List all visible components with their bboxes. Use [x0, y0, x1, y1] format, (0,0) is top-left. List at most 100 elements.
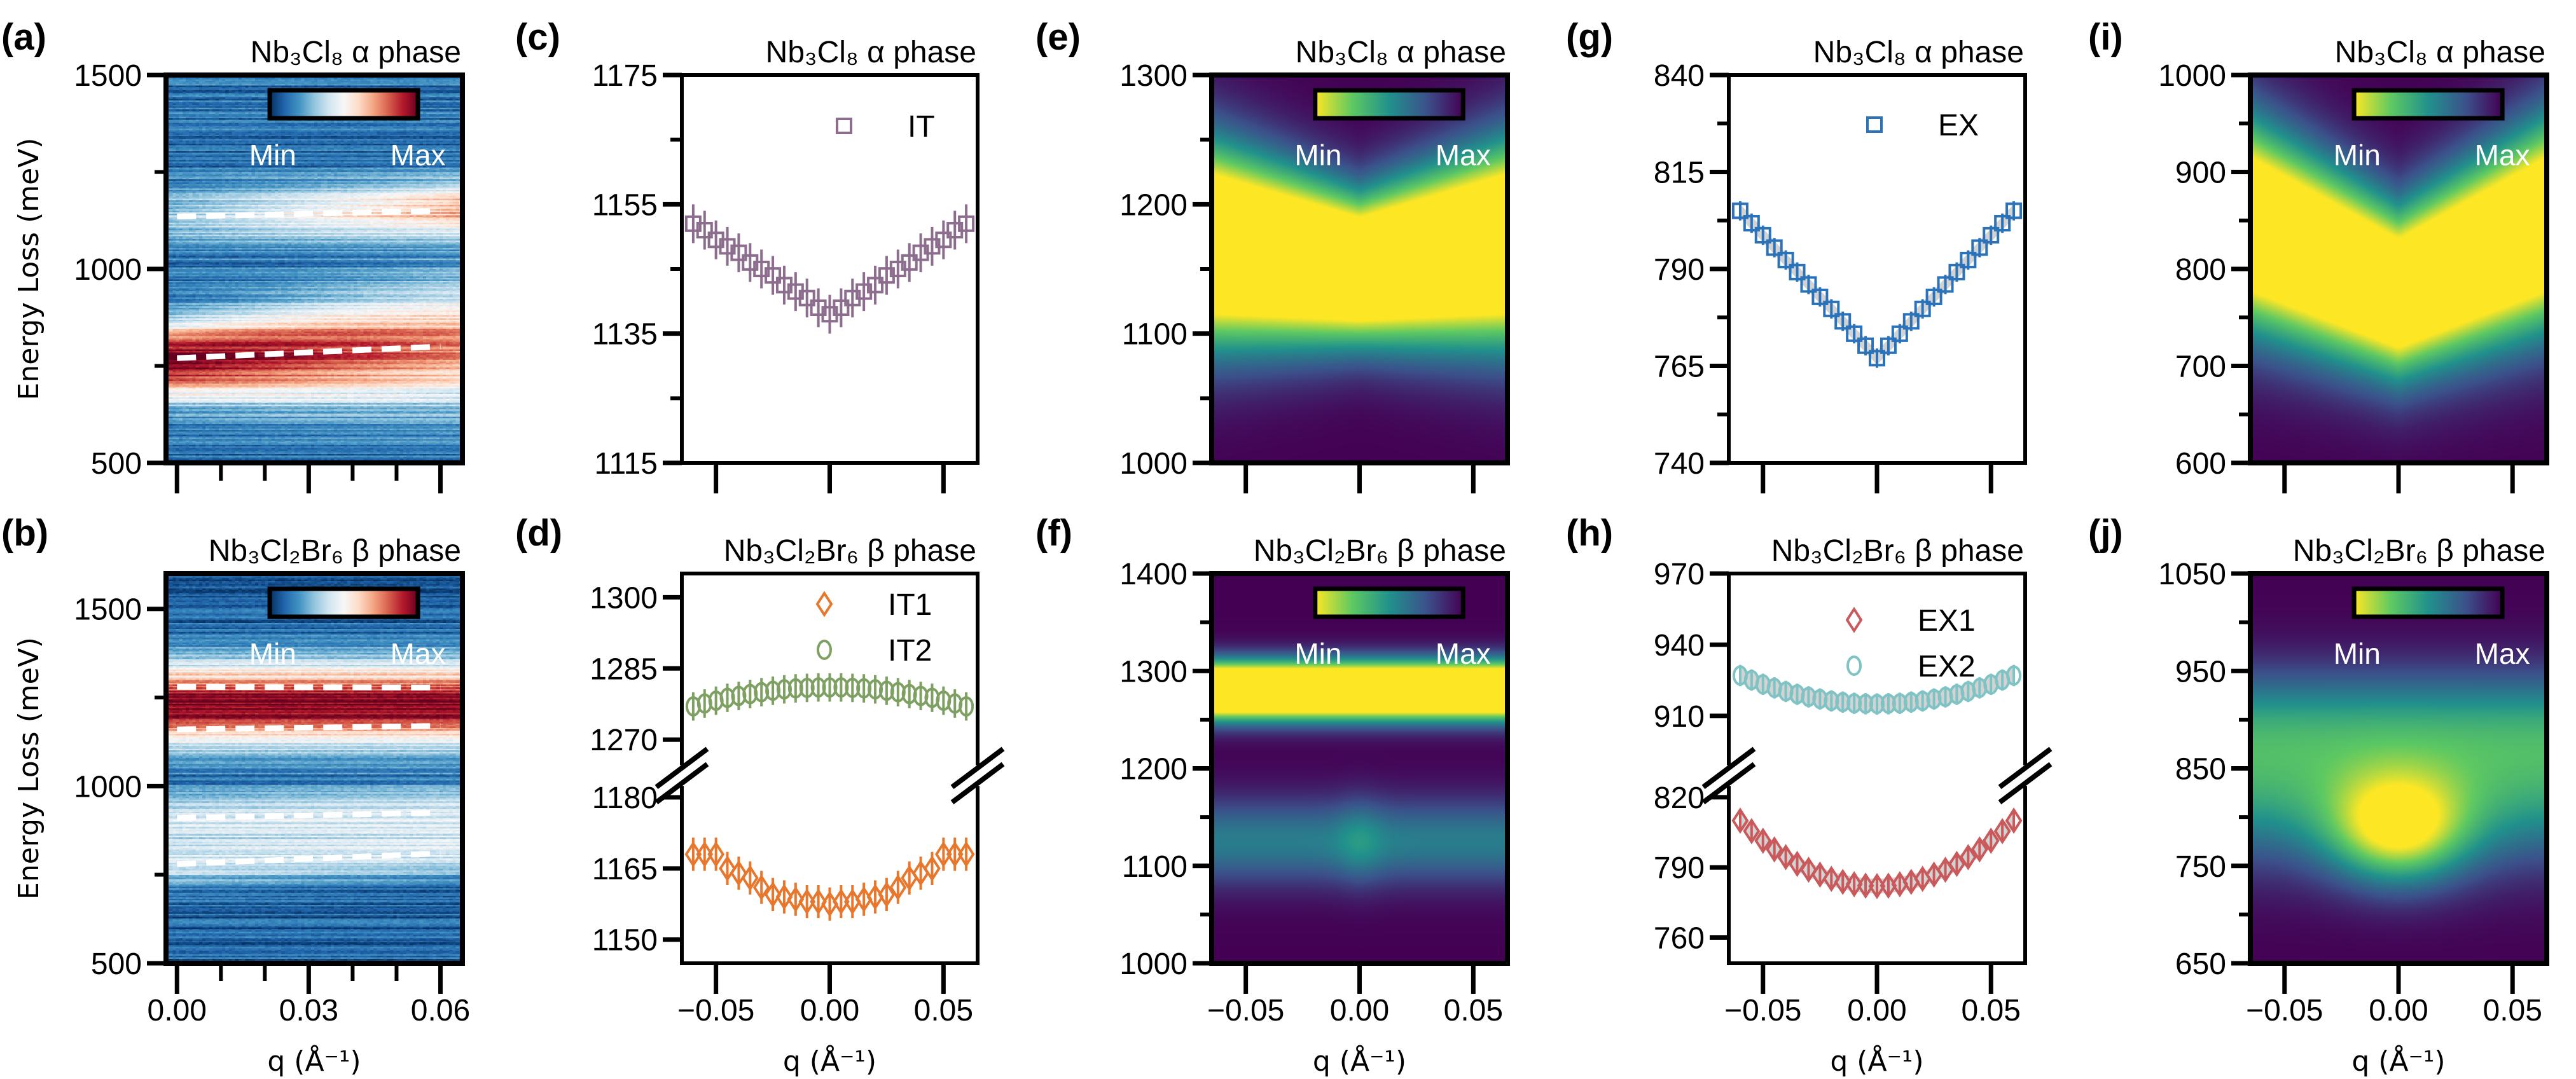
diamond-marker: [1845, 871, 1863, 898]
square-marker: [765, 267, 782, 284]
diamond-marker: [684, 841, 702, 868]
data-point: [867, 265, 884, 305]
data-point: [1960, 844, 1977, 870]
panel-c: (c) Nb₃Cl₈ α phase IT 1115 1135 1155 1175: [515, 17, 980, 493]
data-point: [1937, 275, 1954, 294]
data-point: [775, 880, 793, 914]
diamond-marker: [946, 841, 964, 868]
diamond-marker: [752, 874, 770, 901]
data-point: [1846, 692, 1862, 714]
circle-marker: [822, 677, 838, 698]
square-marker: [1731, 202, 1748, 219]
x-axis-label: q (Å⁻¹): [267, 1044, 361, 1078]
square-marker: [1902, 313, 1920, 330]
y-tick-label: 760: [1654, 922, 1705, 956]
data-point: [741, 861, 759, 895]
data-point: [845, 673, 861, 703]
diamond-marker: [1766, 836, 1783, 863]
panel-g: (g) Nb₃Cl₈ α phase EX 740 765 790 815 840: [1566, 17, 2027, 493]
x-axis-label: q (Å⁻¹): [783, 1044, 876, 1078]
data-point: [822, 673, 838, 702]
data-point: [1982, 827, 2000, 854]
diamond-marker: [810, 888, 827, 915]
y-tick-label: 1000: [74, 253, 142, 287]
heatmap-image: [166, 75, 462, 463]
y-tick-label: 1270: [590, 724, 658, 757]
square-marker: [1869, 350, 1885, 367]
panel-i: (i) Nb₃Cl₈ α phase Min Max 600 700 800 900 1000: [2088, 17, 2549, 493]
panel-title: Nb₃Cl₂Br₆ β phase: [1254, 534, 1506, 568]
y-tick-label: 1000: [2158, 59, 2226, 93]
x-tick-label: −0.05: [1207, 994, 1284, 1027]
axis-break-mark: [950, 746, 1005, 790]
y-tick-label: 900: [2175, 156, 2226, 190]
data-point: [1983, 225, 2000, 245]
colorbar: [267, 88, 420, 121]
dispersion-line: [177, 850, 441, 867]
colorbar: [2351, 88, 2505, 121]
data-point: [934, 837, 952, 871]
data-point: [1743, 818, 1761, 844]
data-point: [1993, 818, 2011, 844]
data-point: [856, 674, 872, 703]
circle-marker: [1846, 693, 1862, 714]
panel-h: (h) Nb₃Cl₂Br₆ β phase EX1 EX2 760 790 820 910 94…: [1566, 512, 2053, 1078]
y-tick-label: 1000: [74, 770, 142, 804]
panel-f: (f) Nb₃Cl₂Br₆ β phase Min Max 1000 1100 1200 13…: [1035, 512, 1510, 1078]
square-marker: [958, 215, 975, 232]
data-point: [1834, 869, 1852, 895]
colorbar-min-label: Min: [249, 637, 296, 670]
data-point: [1858, 693, 1874, 715]
axis-break-gap: [677, 765, 983, 787]
square-marker: [1880, 337, 1897, 354]
square-marker: [1834, 313, 1852, 330]
data-point: [1902, 312, 1920, 331]
data-point: [1822, 865, 1840, 892]
square-marker: [1823, 300, 1840, 317]
data-point: [833, 884, 850, 919]
circle-marker: [810, 677, 826, 698]
square-marker: [1891, 325, 1908, 342]
y-tick-label: 815: [1654, 156, 1705, 190]
x-tick-label: 0.05: [1962, 994, 2021, 1027]
y-tick-label: 1000: [1119, 947, 1188, 981]
panel-label: (e): [1035, 17, 1081, 58]
y-tick-label: 1500: [74, 593, 142, 627]
y-tick-label: 1200: [1119, 188, 1188, 222]
panel-label: (a): [1, 17, 46, 58]
data-point: [1846, 324, 1863, 344]
y-tick-label: 500: [91, 447, 142, 481]
diamond-marker: [764, 881, 782, 908]
heatmap-image: [1212, 574, 1507, 963]
data-point: [1731, 201, 1748, 221]
heatmap-image: [166, 574, 462, 963]
data-point: [833, 673, 849, 702]
diamond-marker: [1857, 872, 1874, 899]
square-marker: [1983, 226, 2000, 244]
y-tick-label: 1100: [1122, 318, 1188, 352]
y-tick-label: 700: [2175, 350, 2226, 384]
data-point: [1823, 299, 1840, 319]
data-point: [1800, 275, 1817, 294]
data-point: [787, 674, 803, 703]
heatmap-image: [2250, 75, 2547, 463]
diamond-marker: [707, 841, 725, 868]
x-tick-label: 0.05: [2483, 994, 2542, 1027]
data-point: [1857, 336, 1874, 356]
x-tick-label: 0.00: [1330, 994, 1389, 1027]
colorbar-min-label: Min: [1294, 139, 1341, 172]
circle-marker: [799, 677, 815, 698]
square-marker: [730, 244, 747, 261]
data-point: [798, 884, 816, 919]
square-marker: [1937, 276, 1954, 293]
y-tick-label: 850: [2175, 753, 2226, 787]
y-tick-label: 750: [2175, 850, 2226, 884]
legend-square-marker: [836, 118, 852, 134]
diamond-marker: [1731, 807, 1749, 834]
diamond-marker: [775, 883, 793, 911]
data-point: [946, 837, 964, 871]
diamond-marker: [2005, 807, 2023, 834]
heatmap-image: [2250, 574, 2547, 963]
diamond-marker: [798, 888, 816, 915]
